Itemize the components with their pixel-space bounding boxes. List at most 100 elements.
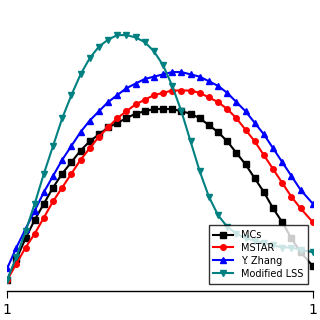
Modified LSS xyxy=(5,278,9,282)
Modified LSS xyxy=(290,246,293,250)
Y. Zhang xyxy=(188,72,192,76)
MSTAR xyxy=(88,146,92,150)
Y. Zhang xyxy=(180,70,183,74)
Modified LSS xyxy=(262,241,266,245)
MCs xyxy=(262,190,266,194)
Modified LSS xyxy=(134,36,138,39)
Y. Zhang xyxy=(311,202,315,205)
Modified LSS xyxy=(198,169,202,173)
Modified LSS xyxy=(97,45,101,49)
Modified LSS xyxy=(244,236,247,240)
Y. Zhang xyxy=(14,246,18,250)
MSTAR xyxy=(188,89,192,92)
MSTAR xyxy=(24,246,28,250)
Modified LSS xyxy=(311,250,315,254)
MSTAR xyxy=(244,128,247,132)
MCs xyxy=(51,186,55,189)
Line: MCs: MCs xyxy=(4,106,316,283)
Y. Zhang xyxy=(124,86,128,90)
Y. Zhang xyxy=(5,267,9,270)
Modified LSS xyxy=(33,202,36,205)
Legend: MCs, MSTAR, Y. Zhang, Modified LSS: MCs, MSTAR, Y. Zhang, Modified LSS xyxy=(209,225,308,284)
Y. Zhang xyxy=(60,158,64,162)
Y. Zhang xyxy=(262,132,266,136)
MSTAR xyxy=(51,199,55,203)
Modified LSS xyxy=(124,33,128,37)
Y. Zhang xyxy=(299,188,302,192)
Modified LSS xyxy=(188,140,192,143)
Y. Zhang xyxy=(106,100,110,104)
Modified LSS xyxy=(299,248,302,252)
MSTAR xyxy=(42,216,46,220)
Modified LSS xyxy=(280,246,284,250)
Modified LSS xyxy=(170,84,174,88)
Modified LSS xyxy=(106,38,110,42)
MCs xyxy=(33,218,36,222)
Y. Zhang xyxy=(42,190,46,194)
Modified LSS xyxy=(207,195,211,199)
MSTAR xyxy=(262,153,266,157)
MCs xyxy=(216,130,220,134)
Y. Zhang xyxy=(134,82,138,85)
MSTAR xyxy=(33,232,36,236)
MSTAR xyxy=(207,96,211,100)
Y. Zhang xyxy=(24,227,28,231)
MCs xyxy=(152,107,156,111)
MCs xyxy=(14,257,18,261)
MCs xyxy=(5,278,9,282)
Y. Zhang xyxy=(88,119,92,123)
MCs xyxy=(88,140,92,143)
Y. Zhang xyxy=(152,75,156,79)
MSTAR xyxy=(198,91,202,95)
MSTAR xyxy=(115,116,119,120)
MCs xyxy=(299,250,302,254)
Modified LSS xyxy=(161,63,165,67)
Modified LSS xyxy=(24,229,28,233)
MSTAR xyxy=(97,135,101,139)
Y. Zhang xyxy=(235,100,238,104)
Modified LSS xyxy=(51,144,55,148)
MSTAR xyxy=(152,93,156,97)
MSTAR xyxy=(311,220,315,224)
MCs xyxy=(198,116,202,120)
Modified LSS xyxy=(88,56,92,60)
Modified LSS xyxy=(253,239,257,243)
MSTAR xyxy=(180,89,183,92)
Y. Zhang xyxy=(271,146,275,150)
Line: Modified LSS: Modified LSS xyxy=(4,32,316,283)
Modified LSS xyxy=(271,243,275,247)
Y. Zhang xyxy=(170,70,174,74)
MCs xyxy=(42,202,46,205)
MCs xyxy=(124,116,128,120)
MSTAR xyxy=(14,262,18,266)
Y. Zhang xyxy=(115,93,119,97)
MSTAR xyxy=(69,172,73,176)
Y. Zhang xyxy=(198,75,202,79)
MCs xyxy=(161,107,165,111)
MSTAR xyxy=(143,98,147,102)
Y. Zhang xyxy=(207,79,211,83)
Modified LSS xyxy=(235,232,238,236)
MCs xyxy=(188,112,192,116)
MSTAR xyxy=(225,107,229,111)
MSTAR xyxy=(79,158,83,162)
MSTAR xyxy=(170,89,174,92)
MCs xyxy=(280,220,284,224)
Y. Zhang xyxy=(161,72,165,76)
MSTAR xyxy=(271,167,275,171)
MCs xyxy=(134,112,138,116)
Modified LSS xyxy=(69,93,73,97)
MCs xyxy=(290,236,293,240)
Y. Zhang xyxy=(216,84,220,88)
Y. Zhang xyxy=(225,91,229,95)
Modified LSS xyxy=(42,172,46,176)
MSTAR xyxy=(106,125,110,129)
Y. Zhang xyxy=(51,174,55,178)
MCs xyxy=(244,163,247,166)
Modified LSS xyxy=(79,72,83,76)
MCs xyxy=(79,149,83,153)
MSTAR xyxy=(216,100,220,104)
MCs xyxy=(115,121,119,125)
MSTAR xyxy=(5,278,9,282)
MCs xyxy=(180,109,183,113)
